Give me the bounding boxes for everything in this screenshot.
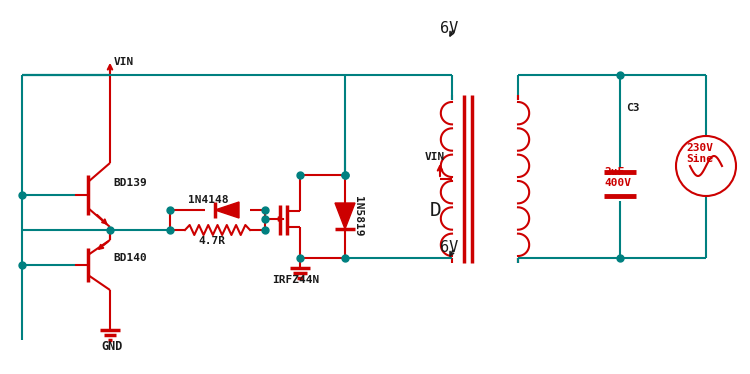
Text: BD140: BD140 [113,253,147,263]
Polygon shape [215,202,239,218]
Text: 1N4148: 1N4148 [188,195,229,205]
Text: 1N5819: 1N5819 [353,196,363,236]
Text: 2uF: 2uF [604,167,624,177]
Text: GND: GND [101,340,122,353]
Text: 6V: 6V [440,21,458,36]
Text: IRFZ44N: IRFZ44N [272,275,320,285]
Text: BD139: BD139 [113,178,147,188]
Text: Sine: Sine [686,154,713,164]
Text: 230V: 230V [686,143,713,153]
Text: 400V: 400V [604,178,631,188]
Polygon shape [335,203,355,229]
Text: VIN: VIN [114,57,134,67]
Text: 6V: 6V [440,240,458,255]
Text: C3: C3 [626,103,640,113]
Text: 4.7R: 4.7R [198,236,225,246]
Text: D: D [430,200,442,220]
Text: VIN: VIN [425,152,445,162]
